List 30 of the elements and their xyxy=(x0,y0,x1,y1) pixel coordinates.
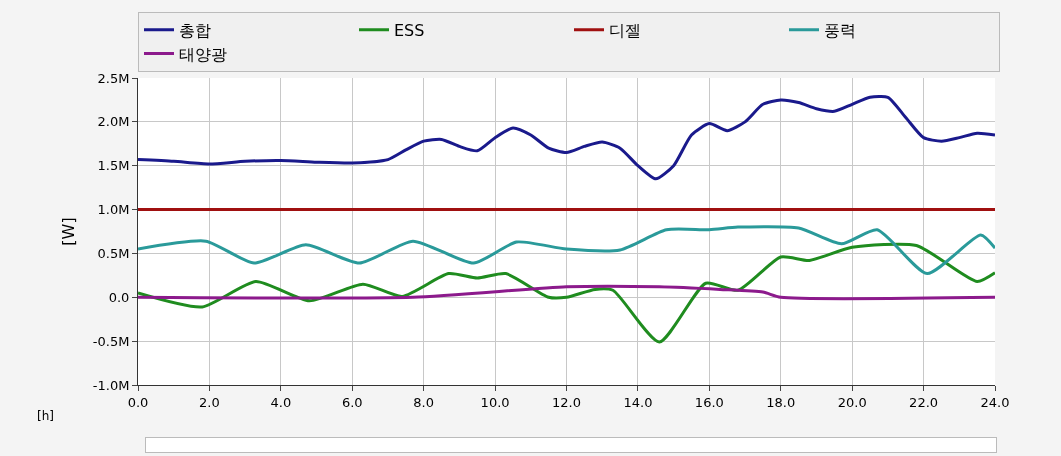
x-tick-label: 24.0 xyxy=(980,394,1010,410)
y-tick-label: 2.5M xyxy=(97,70,130,86)
x-tick-label: 22.0 xyxy=(909,394,939,410)
y-tick-label: -0.5M xyxy=(92,333,130,349)
x-tick-label: 2.0 xyxy=(199,394,220,410)
x-tick-label: 16.0 xyxy=(694,394,724,410)
y-tick-label: 1.5M xyxy=(97,158,130,174)
x-tick-label: 0.0 xyxy=(127,394,149,410)
y-tick-label: 1.0M xyxy=(97,202,130,218)
x-tick-label: 6.0 xyxy=(341,394,363,410)
legend-label: 디젤 xyxy=(609,21,641,40)
x-tick-label: 10.0 xyxy=(480,394,510,410)
legend-label: ESS xyxy=(394,21,425,40)
x-tick-label: 8.0 xyxy=(413,394,435,410)
legend-label: 총합 xyxy=(179,21,211,40)
line-series xyxy=(138,225,995,276)
legend-label: 풍력 xyxy=(824,21,856,40)
x-tick-label: 4.0 xyxy=(270,394,292,410)
x-axis-title: [h] xyxy=(37,409,54,423)
y-tick-label: 0.0 xyxy=(108,289,130,305)
y-axis-title: [W] xyxy=(58,217,78,246)
x-tick-label: 12.0 xyxy=(552,394,581,410)
x-tick-label: 18.0 xyxy=(766,394,796,410)
x-tick-label: 20.0 xyxy=(837,394,867,410)
line-series xyxy=(138,95,995,181)
legend-label: 태양광 xyxy=(179,44,227,64)
x-tick-label: 14.0 xyxy=(623,394,653,410)
y-tick-label: 2.0M xyxy=(97,114,130,130)
y-tick-label: -1.0M xyxy=(92,377,130,393)
y-tick-label: 0.5M xyxy=(97,245,130,261)
